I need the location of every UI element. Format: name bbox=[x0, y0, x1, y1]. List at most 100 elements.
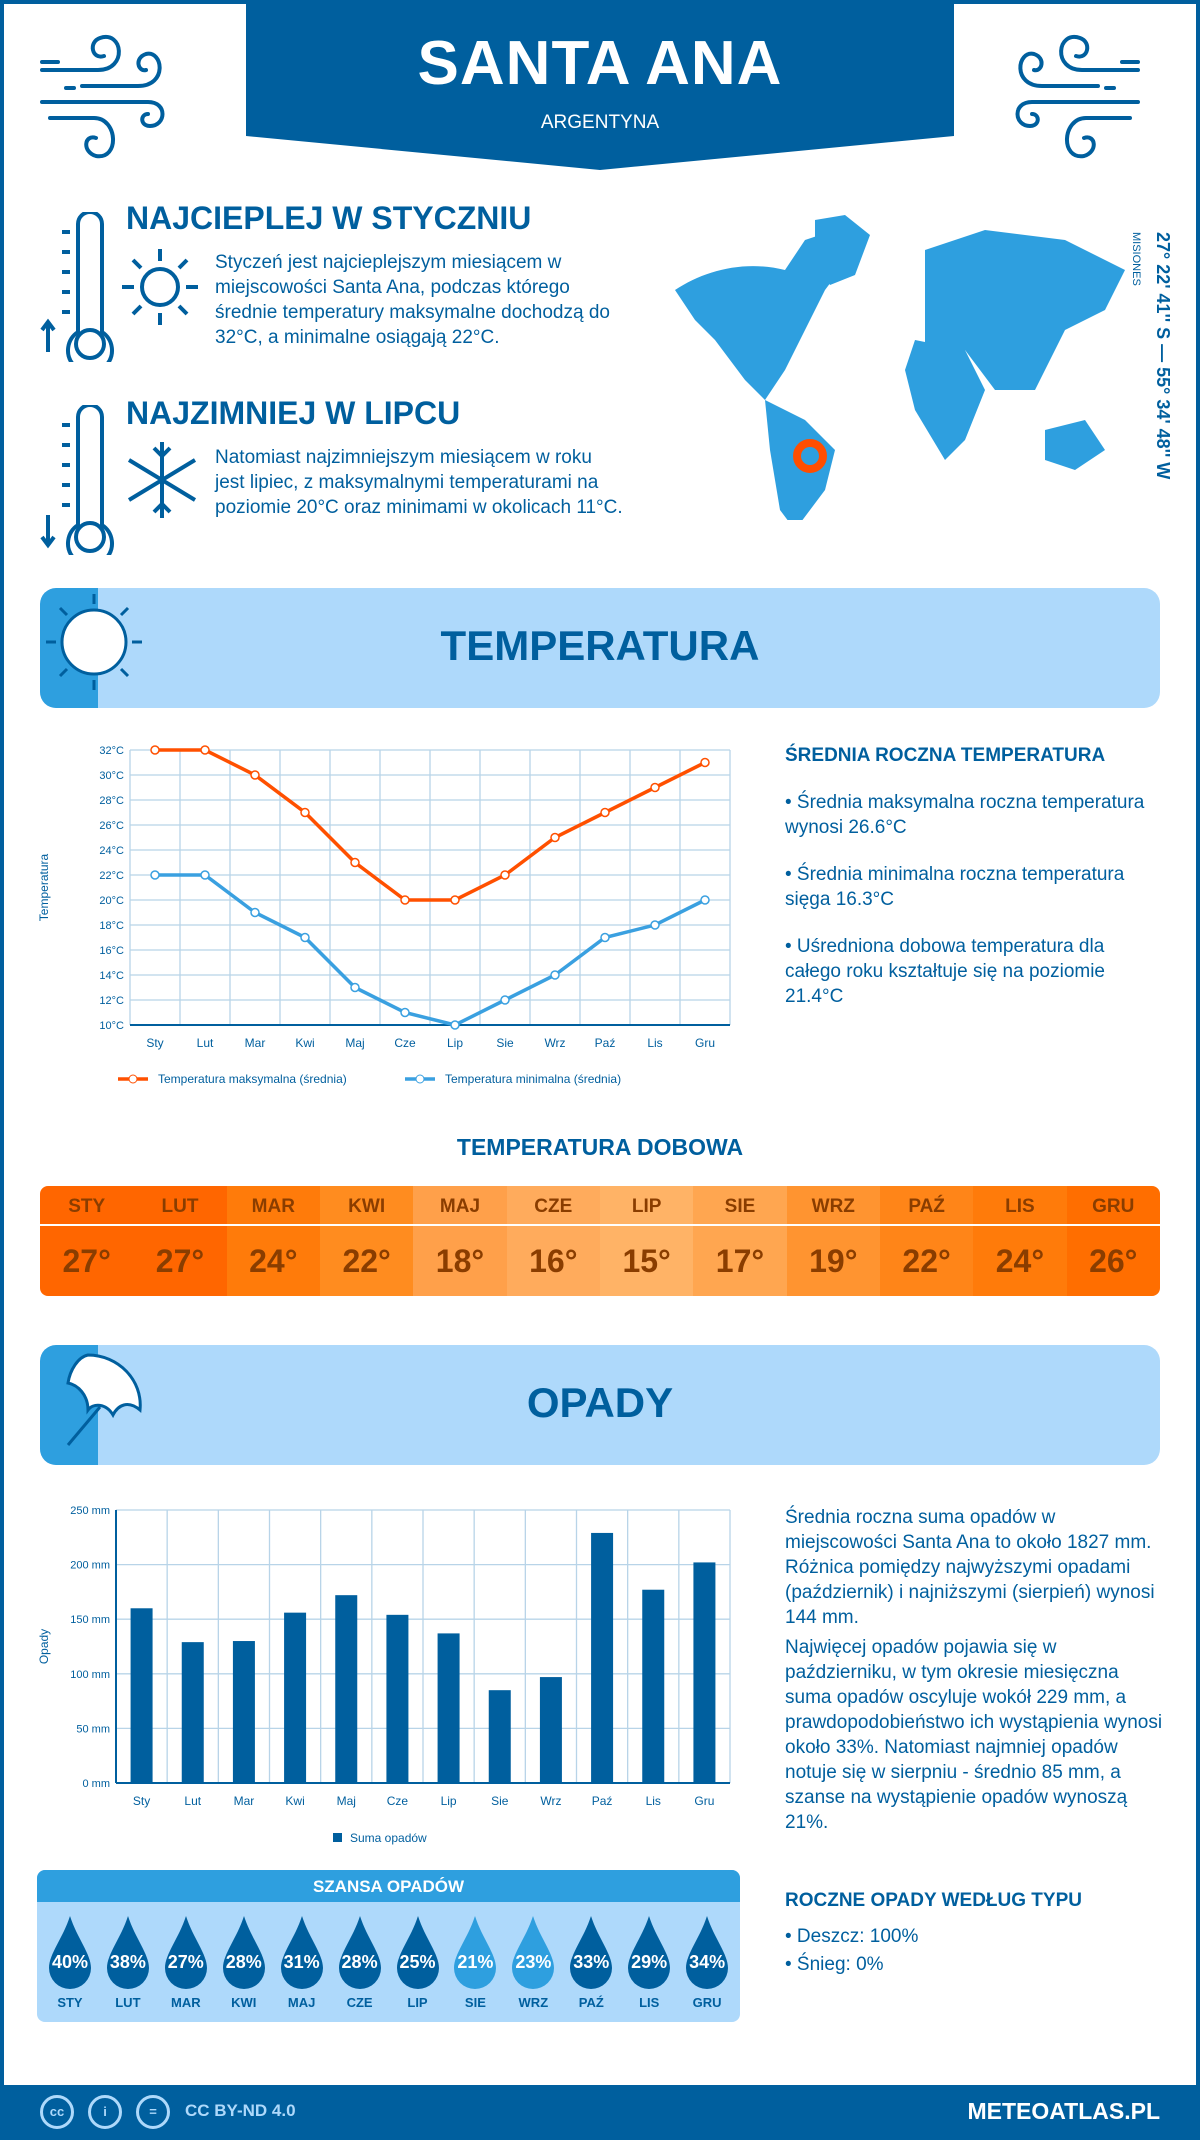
daily-value: 17° bbox=[715, 1243, 765, 1279]
coordinates-block: 27° 22' 41'' S — 55° 34' 48'' W MISIONES bbox=[1130, 232, 1178, 492]
y-tick-label: 100 mm bbox=[70, 1669, 110, 1681]
y-tick-label: 12°C bbox=[99, 995, 124, 1007]
sun-icon bbox=[122, 249, 198, 325]
chance-value: 40% bbox=[51, 1952, 88, 1972]
chance-value: 31% bbox=[283, 1952, 320, 1972]
daily-month: KWI bbox=[319, 1186, 414, 1226]
coordinates-text: 27° 22' 41'' S — 55° 34' 48'' W bbox=[1153, 232, 1173, 480]
daily-temperature-table: STY 27° LUT 27° MAR 24° KWI 22° MAJ 18° CZE 16° LIP 1… bbox=[40, 1186, 1160, 1296]
chance-value: 27% bbox=[167, 1952, 204, 1972]
raindrop-icon bbox=[570, 1916, 613, 1989]
sun-large-icon bbox=[46, 594, 142, 690]
x-tick-label: Gru bbox=[695, 1036, 715, 1050]
raindrop-icon bbox=[106, 1916, 149, 1989]
x-tick-label: Wrz bbox=[544, 1036, 565, 1050]
y-tick-label: 250 mm bbox=[70, 1505, 110, 1517]
data-point bbox=[350, 857, 360, 868]
daily-value: 24° bbox=[995, 1243, 1045, 1279]
warmest-text: Styczeń jest najcieplejszym miesiącem w … bbox=[215, 252, 610, 348]
precip-text-1: Średnia roczna suma opadów w miejscowośc… bbox=[785, 1507, 1155, 1628]
daily-month: PAŹ bbox=[879, 1186, 974, 1226]
daily-month: SIE bbox=[693, 1186, 787, 1226]
data-point bbox=[500, 995, 510, 1005]
raindrop-icon bbox=[222, 1916, 265, 1989]
data-point bbox=[150, 870, 160, 880]
data-point bbox=[250, 907, 260, 918]
legend-marker bbox=[128, 1074, 138, 1084]
daily-col: LIP 15° bbox=[599, 1186, 694, 1296]
bar bbox=[591, 1532, 614, 1783]
raindrop-icon bbox=[164, 1916, 207, 1989]
x-tick-label: Wrz bbox=[540, 1794, 561, 1808]
x-tick-label: Kwi bbox=[285, 1794, 304, 1808]
data-point bbox=[150, 745, 160, 755]
x-tick-label: Sie bbox=[491, 1794, 509, 1808]
chance-value: 38% bbox=[109, 1952, 146, 1972]
by-person-icon: i bbox=[88, 2095, 122, 2129]
daily-value: 15° bbox=[622, 1243, 671, 1279]
chance-drop: 38% LUT bbox=[99, 1902, 157, 2022]
raindrop-icon bbox=[396, 1916, 439, 1989]
temperature-chart: 10°C 12°C 14°C 16°C 18°C 20°C 22°C 24°C 26°C 28°C… bbox=[37, 745, 731, 1086]
daily-value: 18° bbox=[435, 1243, 485, 1279]
y-tick-label: 16°C bbox=[99, 945, 124, 957]
temperature-banner: TEMPERATURA bbox=[40, 588, 1160, 708]
daily-title: TEMPERATURA DOBOWA bbox=[456, 1134, 744, 1160]
precip-type-rain: • Deszcz: 100% bbox=[785, 1926, 919, 1947]
chance-month: WRZ bbox=[518, 1995, 549, 2010]
daily-col: KWI 22° bbox=[319, 1186, 414, 1296]
daily-col: SIE 17° bbox=[693, 1186, 787, 1296]
bar bbox=[335, 1595, 358, 1783]
world-map bbox=[675, 215, 1125, 520]
daily-month: MAR bbox=[226, 1186, 320, 1226]
series-line-min bbox=[155, 873, 706, 1027]
y-tick-label: 28°C bbox=[99, 795, 124, 807]
raindrop-icon bbox=[628, 1916, 671, 1989]
raindrop-icon bbox=[49, 1916, 91, 1989]
chance-value: 28% bbox=[225, 1952, 262, 1972]
umbrella-icon bbox=[66, 1353, 142, 1446]
data-point bbox=[250, 770, 260, 780]
data-point bbox=[400, 895, 410, 905]
y-tick-label: 18°C bbox=[99, 920, 124, 932]
page-title: SANTA ANA bbox=[417, 29, 783, 98]
daily-month: WRZ bbox=[786, 1186, 880, 1226]
coldest-text: Natomiast najzimniejszym miesiącem w rok… bbox=[215, 447, 623, 518]
x-tick-label: Lip bbox=[447, 1036, 463, 1050]
coldest-title: NAJZIMNIEJ W LIPCU bbox=[126, 395, 461, 431]
x-tick-label: Maj bbox=[337, 1794, 356, 1808]
license-link[interactable]: CC BY-ND 4.0 bbox=[185, 2101, 296, 2120]
y-tick-label: 150 mm bbox=[70, 1614, 110, 1626]
precip-type-snow: • Śnieg: 0% bbox=[785, 1954, 884, 1975]
precipitation-banner: OPADY bbox=[40, 1345, 1160, 1465]
footer: cc i = CC BY-ND 4.0 METEOATLAS.PL bbox=[0, 2085, 1200, 2140]
bar bbox=[232, 1641, 255, 1783]
daily-col: LIS 24° bbox=[973, 1186, 1067, 1296]
site-link[interactable]: METEOATLAS.PL bbox=[967, 2098, 1160, 2124]
chance-drop: 28% KWI bbox=[215, 1902, 273, 2022]
data-point bbox=[300, 932, 310, 943]
header-banner bbox=[246, 0, 954, 170]
chance-month: CZE bbox=[346, 1995, 373, 2010]
y-tick-label: 32°C bbox=[99, 745, 124, 757]
chance-drop: 25% LIP bbox=[389, 1902, 447, 2022]
daily-col: MAR 24° bbox=[226, 1186, 320, 1296]
temp-bullet-max: • Średnia maksymalna roczna temperatura … bbox=[785, 792, 1145, 838]
data-point bbox=[550, 832, 560, 843]
bar bbox=[437, 1633, 460, 1783]
daily-value: 22° bbox=[902, 1243, 951, 1279]
x-tick-label: Cze bbox=[394, 1036, 416, 1050]
data-point bbox=[700, 757, 710, 768]
x-tick-label: Maj bbox=[345, 1036, 364, 1050]
chance-drop: 21% SIE bbox=[446, 1902, 504, 2022]
y-tick-label: 24°C bbox=[99, 845, 124, 857]
chance-drop: 31% MAJ bbox=[273, 1902, 331, 2022]
daily-month: CZE bbox=[506, 1186, 600, 1226]
chance-drop: 23% WRZ bbox=[504, 1902, 562, 2022]
y-tick-label: 30°C bbox=[99, 770, 124, 782]
chance-month: LUT bbox=[115, 1995, 141, 2010]
thermometer-down-icon bbox=[40, 405, 114, 555]
x-tick-label: Kwi bbox=[295, 1036, 314, 1050]
precipitation-chart: 0 mm 50 mm 100 mm 150 mm 200 mm 250 mm Sty Lut M… bbox=[37, 1505, 731, 1845]
daily-month: GRU bbox=[1066, 1186, 1160, 1226]
